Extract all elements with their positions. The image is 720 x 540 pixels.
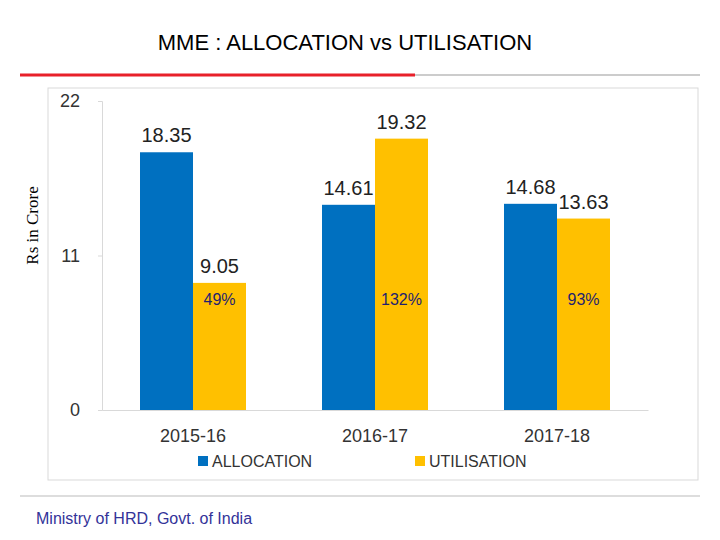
x-tick-label: 2015-16 (160, 426, 226, 446)
x-tick-label: 2017-18 (524, 426, 590, 446)
title: MME : ALLOCATION vs UTILISATION (158, 30, 532, 55)
y-tick-mark (98, 256, 102, 257)
chart-frame (48, 88, 698, 480)
footer: Ministry of HRD, Govt. of India (36, 510, 252, 527)
legend-swatch (198, 456, 208, 466)
bar (193, 283, 246, 410)
y-tick-label: 0 (70, 400, 80, 420)
bar (375, 139, 428, 410)
data-label: 13.63 (558, 191, 608, 213)
y-tick: 0 (70, 400, 102, 420)
annotation: 132% (381, 291, 422, 308)
y-tick-label: 22 (60, 91, 80, 111)
annotation: 49% (203, 291, 235, 308)
title-rule-grey (415, 75, 700, 76)
data-label: 14.61 (323, 177, 373, 199)
y-axis-title: Rs in Crore (23, 186, 42, 264)
data-label: 18.35 (141, 124, 191, 146)
data-label: 9.05 (200, 255, 239, 277)
footer-rule (20, 496, 700, 497)
x-axis: 2015-16 2016-17 2017-18 (103, 411, 649, 446)
x-tick: 2017-18 (524, 426, 590, 446)
bar (557, 219, 610, 410)
title-rule-red (20, 74, 415, 77)
legend-label: UTILISATION (429, 453, 527, 470)
legend-item: UTILISATION (415, 453, 527, 470)
annotations: 49% 132% 93% (203, 291, 599, 308)
data-label: 19.32 (376, 111, 426, 133)
bar (504, 204, 557, 410)
data-label: 14.68 (505, 176, 555, 198)
y-tick-mark (98, 410, 102, 411)
y-axis-line (98, 102, 103, 411)
bar (140, 152, 193, 410)
legend-label: ALLOCATION (212, 453, 312, 470)
x-tick-label: 2016-17 (342, 426, 408, 446)
chart: MME : ALLOCATION vs UTILISATION 0 11 22 Rs i… (0, 0, 720, 540)
y-tick-mark (98, 101, 102, 102)
legend-swatch (415, 456, 425, 466)
legend-item: ALLOCATION (198, 453, 312, 470)
data-labels: 18.35 14.61 14.68 9.05 19.32 13.63 (141, 111, 608, 277)
x-tick: 2016-17 (342, 426, 408, 446)
y-axis: 0 11 22 (60, 91, 103, 420)
y-tick-label: 11 (61, 246, 80, 266)
y-tick: 11 (61, 246, 102, 266)
bars (140, 139, 610, 410)
x-tick: 2015-16 (160, 426, 226, 446)
annotation: 93% (567, 291, 599, 308)
x-axis-line (103, 410, 649, 411)
bar (322, 205, 375, 410)
y-tick: 22 (60, 91, 102, 111)
legend: ALLOCATION UTILISATION (198, 453, 527, 470)
